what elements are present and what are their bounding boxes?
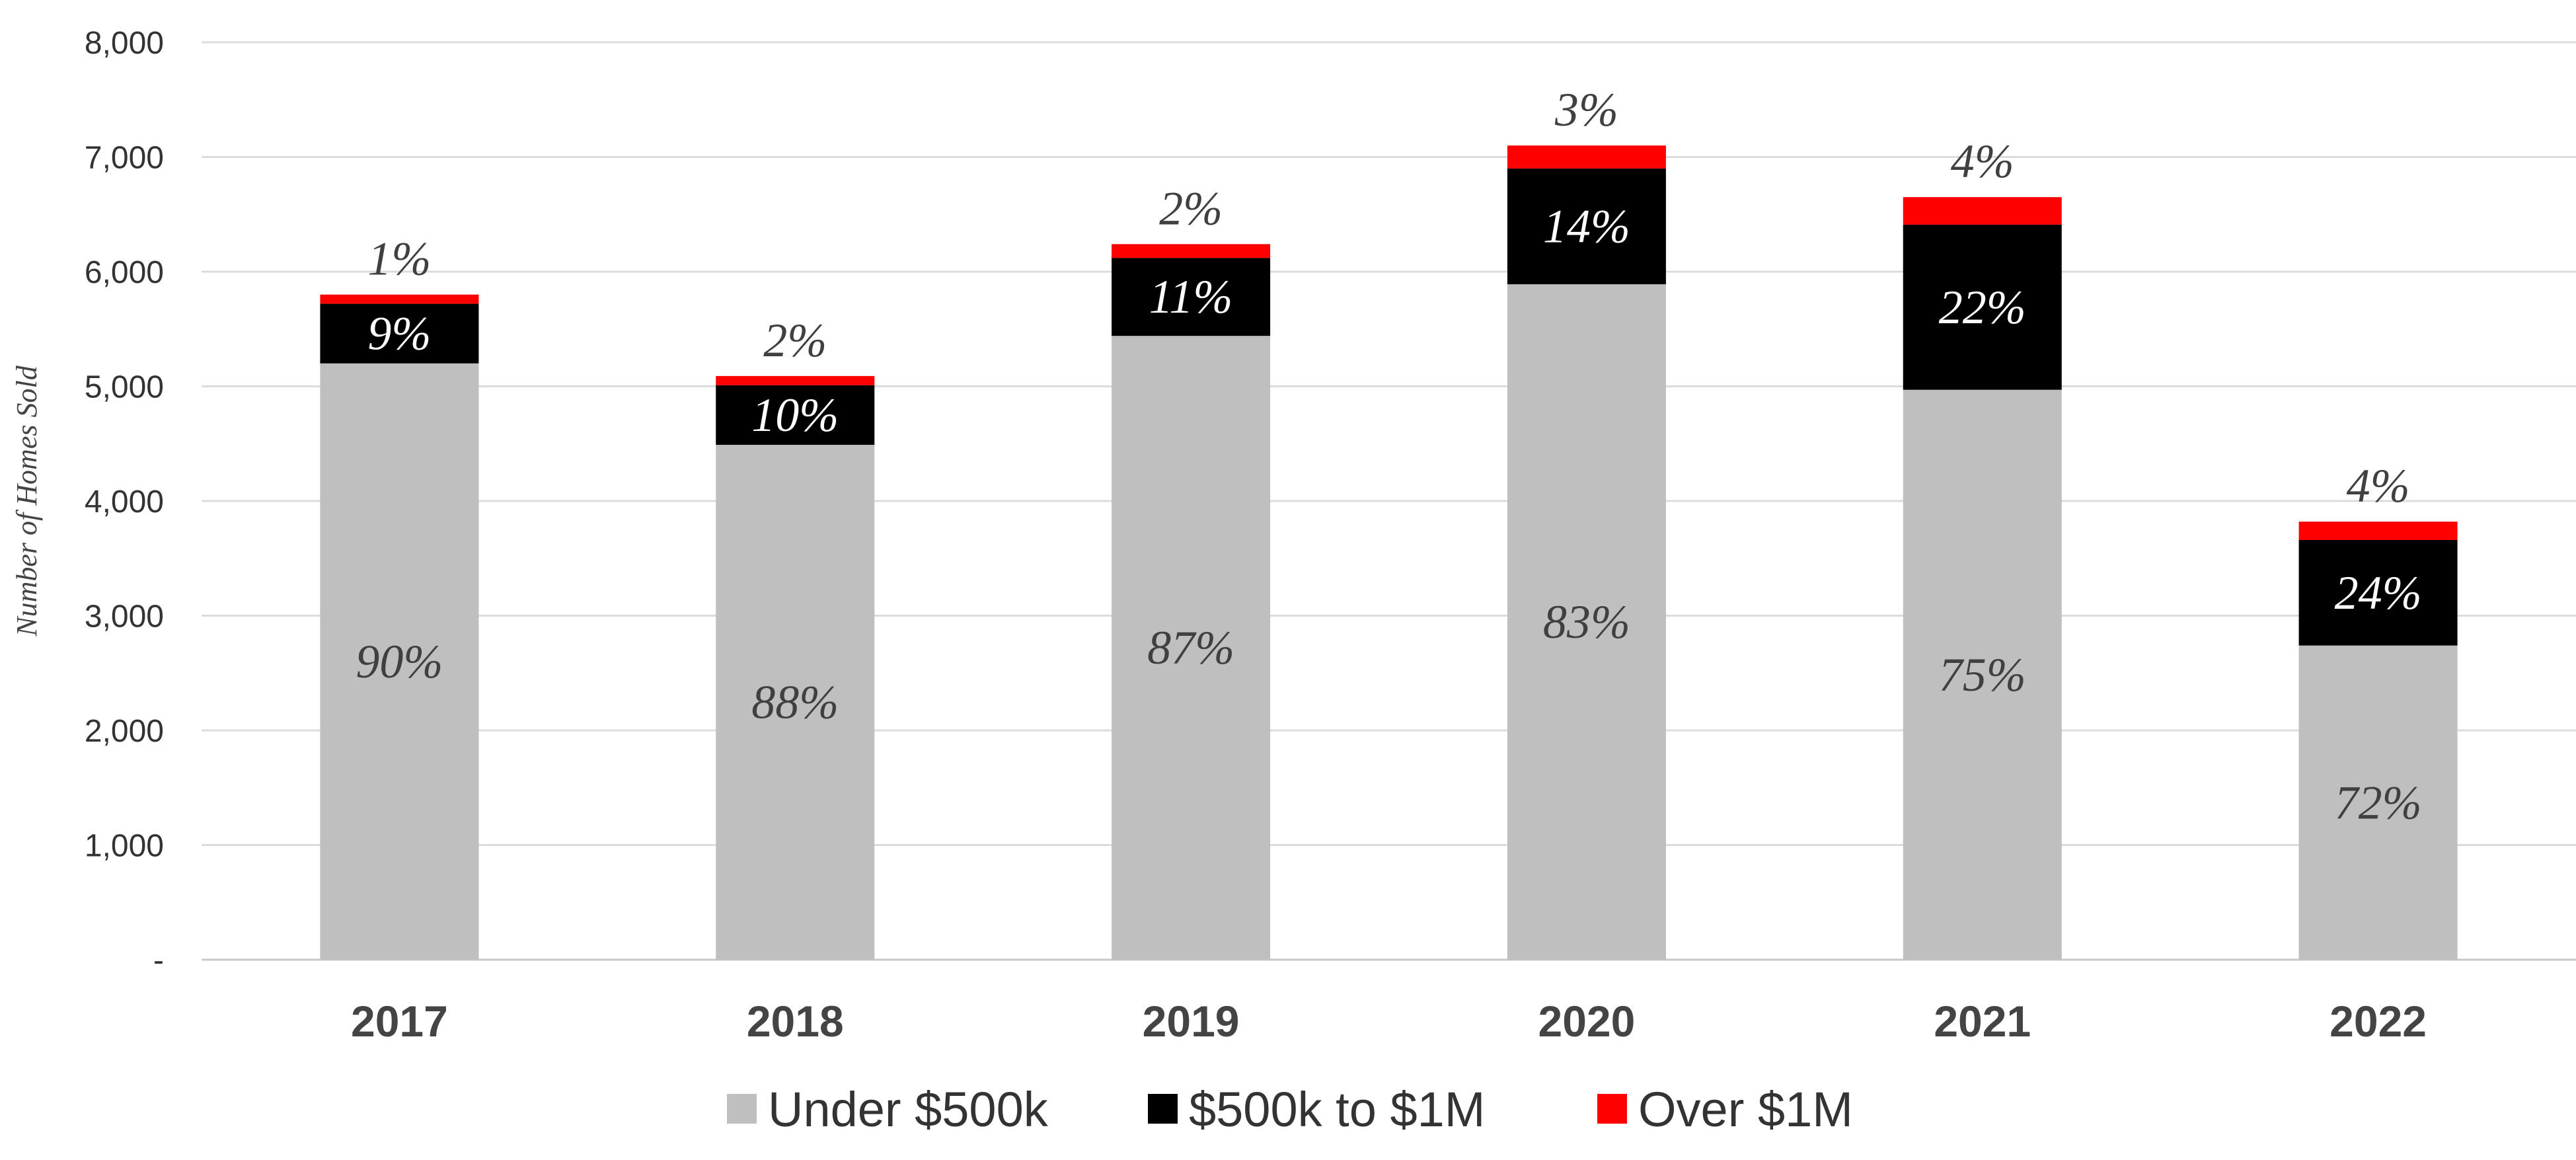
y-axis-title: Number of Homes Sold	[11, 365, 43, 637]
bars: 90% 9% 1% 88% 10% 2% 87% 11% 2% 83% 14% 3% 75% 22% 4% 7…	[320, 83, 2458, 960]
bar-segment	[1903, 224, 2062, 390]
x-tick-label: 2017	[351, 997, 448, 1046]
data-label: 2%	[1159, 182, 1223, 235]
data-label: 75%	[1939, 648, 2026, 701]
data-label: 4%	[2347, 459, 2410, 512]
y-tick-label: 4,000	[85, 484, 164, 520]
data-label: 88%	[751, 676, 839, 728]
x-tick-label: 2019	[1143, 997, 1240, 1046]
data-label: 90%	[356, 635, 443, 688]
bar-segment	[2298, 539, 2458, 646]
data-label: 3%	[1554, 83, 1618, 136]
legend-label: Over $1M	[1638, 1082, 1853, 1137]
legend-label: Under $500k	[768, 1082, 1049, 1137]
y-axis: - 1,000 2,000 3,000 4,000 5,000 6,000 7,000 8,00…	[85, 26, 164, 978]
x-tick-label: 2022	[2330, 997, 2427, 1046]
legend-swatch	[1597, 1094, 1627, 1124]
bar-segment	[716, 385, 875, 445]
y-tick-label: 3,000	[85, 599, 164, 635]
data-label: 1%	[367, 233, 431, 286]
x-tick-label: 2021	[1934, 997, 2031, 1046]
bar-segment	[1507, 284, 1666, 960]
bar-segment	[1903, 197, 2062, 225]
bar-segment	[2298, 645, 2458, 960]
legend-swatch	[727, 1094, 757, 1124]
data-label: 83%	[1543, 596, 1630, 648]
bar-segment	[320, 294, 479, 304]
y-tick-label: 6,000	[85, 255, 164, 290]
data-label: 14%	[1543, 200, 1630, 252]
bar-segment	[1507, 145, 1666, 169]
bar-segment	[2298, 522, 2458, 540]
bar-segment	[1903, 389, 2062, 960]
legend-swatch	[1148, 1094, 1178, 1124]
bar-segment	[1112, 244, 1271, 258]
gridlines	[202, 41, 2576, 961]
legend: Under $500k $500k to $1M Over $1M	[727, 1082, 1853, 1137]
data-label: 22%	[1939, 281, 2026, 334]
data-label: 9%	[367, 307, 431, 360]
bar-segment	[320, 363, 479, 960]
legend-label: $500k to $1M	[1189, 1082, 1485, 1137]
bar-segment	[1112, 258, 1271, 336]
data-label: 11%	[1149, 270, 1233, 323]
x-tick-label: 2020	[1538, 997, 1636, 1046]
y-tick-label: 8,000	[85, 26, 164, 61]
y-tick-label: 7,000	[85, 141, 164, 176]
data-label: 24%	[2335, 566, 2422, 619]
y-tick-label: 2,000	[85, 714, 164, 749]
x-axis: 2017 2018 2019 2020 2021 2022	[351, 997, 2427, 1046]
data-label: 72%	[2335, 776, 2422, 829]
y-tick-label: 1,000	[85, 829, 164, 864]
bar-segment	[716, 444, 875, 960]
data-label: 10%	[751, 389, 839, 442]
y-tick-label: 5,000	[85, 370, 164, 405]
bar-segment	[1112, 336, 1271, 960]
data-label: 4%	[1951, 135, 2014, 188]
bar-segment	[320, 303, 479, 364]
data-label: 87%	[1147, 621, 1234, 674]
bar-segment	[716, 375, 875, 385]
bar-segment	[1507, 168, 1666, 285]
y-tick-label: -	[153, 943, 164, 978]
data-label: 2%	[763, 314, 827, 367]
x-tick-label: 2018	[747, 997, 844, 1046]
